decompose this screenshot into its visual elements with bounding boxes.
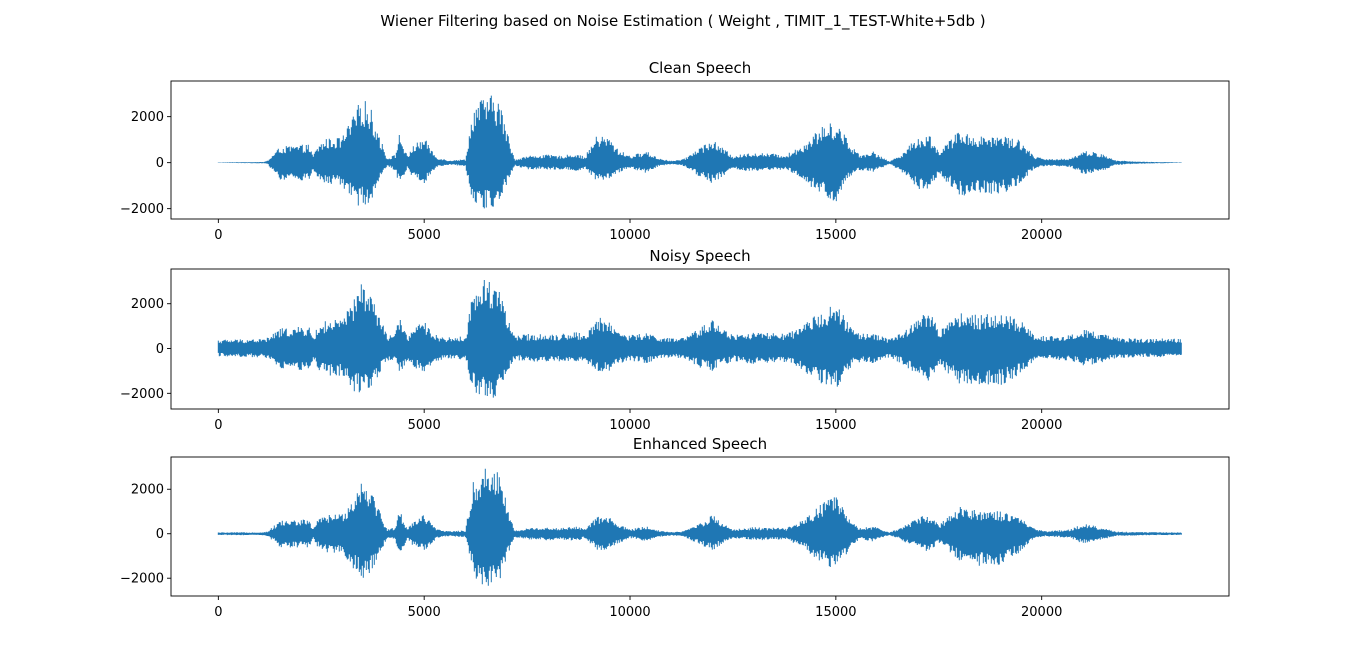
axes-frame	[170, 80, 1230, 220]
x-tick-label: 0	[214, 605, 222, 620]
waveform-series-line	[217, 95, 1182, 209]
x-tick-label: 15000	[815, 605, 856, 620]
x-tick-label: 20000	[1021, 605, 1062, 620]
subplot-title: Enhanced Speech	[633, 435, 767, 453]
waveform-series-line	[217, 468, 1182, 586]
y-tick-label: 2000	[131, 483, 164, 498]
subplot-title: Noisy Speech	[649, 247, 750, 265]
y-tick-label: 0	[156, 527, 164, 542]
x-tick-label: 5000	[408, 605, 441, 620]
subplot-2: Noisy Speech 0 5000 10000 15000 20000 −2000 0 20…	[120, 247, 1230, 433]
x-tick-label: 20000	[1021, 418, 1062, 433]
x-tick-label: 0	[214, 418, 222, 433]
subplot-title: Clean Speech	[649, 59, 752, 77]
x-tick-label: 10000	[609, 228, 650, 243]
y-tick-label: 0	[156, 342, 164, 357]
axes-frame	[170, 456, 1230, 597]
x-tick-label: 15000	[815, 418, 856, 433]
x-tick-label: 5000	[408, 228, 441, 243]
x-tick-label: 10000	[609, 605, 650, 620]
x-tick-label: 0	[214, 228, 222, 243]
x-tick-label: 15000	[815, 228, 856, 243]
y-tick-label: 0	[156, 156, 164, 171]
subplot-1: Clean Speech 0 5000 10000 15000 20000 −2000 0 20…	[120, 59, 1230, 243]
x-tick-label: 20000	[1021, 228, 1062, 243]
x-tick-label: 5000	[408, 418, 441, 433]
x-tick-label: 10000	[609, 418, 650, 433]
axes-frame	[170, 268, 1230, 410]
y-tick-label: −2000	[120, 572, 164, 587]
y-tick-label: −2000	[120, 202, 164, 217]
y-tick-label: 2000	[131, 297, 164, 312]
y-tick-label: −2000	[120, 387, 164, 402]
waveform-series-line	[217, 280, 1182, 398]
y-tick-label: 2000	[131, 110, 164, 125]
figure-suptitle: Wiener Filtering based on Noise Estimati…	[380, 12, 985, 31]
